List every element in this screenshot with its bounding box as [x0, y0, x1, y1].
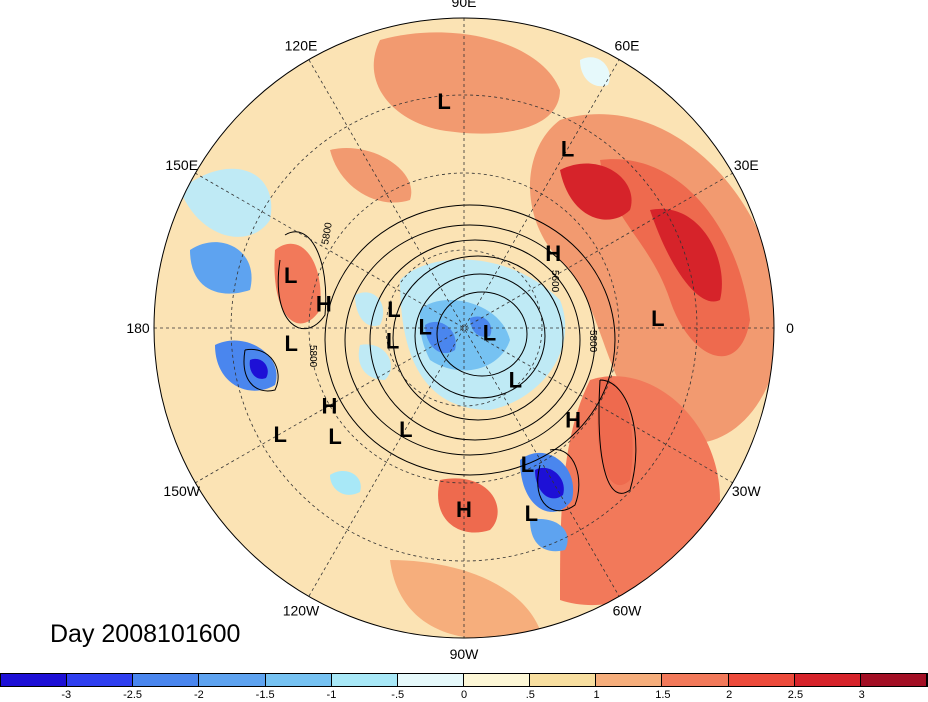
- colorbar-tick-label: 3: [858, 689, 865, 701]
- height-contours: [243, 204, 637, 512]
- longitude-label: 90E: [452, 0, 477, 10]
- map-border: [153, 17, 775, 639]
- low-pressure-marker: L: [284, 331, 297, 356]
- high-pressure-marker: H: [322, 394, 338, 419]
- colorbar-tick-label: 0: [460, 689, 468, 701]
- low-pressure-marker: L: [525, 501, 538, 526]
- contour-label: 5800: [587, 330, 598, 353]
- colorbar-tick-label: -1: [326, 689, 337, 701]
- colorbar-swatch: [1, 674, 68, 686]
- high-pressure-marker: H: [545, 241, 561, 266]
- anomaly-field: [154, 18, 774, 638]
- colorbar-swatch: [662, 674, 729, 686]
- colorbar-swatch: [530, 674, 597, 686]
- colorbar-tick-label: 1.5: [655, 689, 671, 701]
- colorbar-swatch: [596, 674, 663, 686]
- contour-label: 5800: [307, 345, 318, 368]
- low-pressure-marker: L: [273, 422, 286, 447]
- low-pressure-marker: L: [651, 306, 664, 331]
- low-pressure-marker: L: [387, 297, 400, 322]
- colorbar-tick-label: 2.5: [787, 689, 804, 701]
- contour-label: 5800: [320, 221, 335, 245]
- longitude-label: 120E: [285, 38, 318, 54]
- colorbar-tick-label: -1.5: [255, 689, 275, 701]
- longitude-label: 150W: [163, 483, 200, 499]
- colorbar-swatch: [794, 674, 861, 686]
- low-pressure-marker: L: [418, 315, 431, 340]
- colorbar-swatch: [265, 674, 332, 686]
- colorbar-tick-label: -2.5: [123, 689, 143, 701]
- colorbar-swatch: [860, 674, 927, 686]
- longitude-labels: 90E 60E 30E 0 30W 60W 90W 120W 150W 180 150E 120E: [126, 0, 794, 662]
- low-pressure-marker: L: [561, 137, 574, 162]
- high-pressure-marker: H: [316, 291, 332, 316]
- map-title: Day 2008101600: [50, 620, 241, 648]
- longitude-label: 30W: [732, 483, 762, 499]
- longitude-label: 60W: [613, 602, 643, 618]
- colorbar-swatch: [199, 674, 266, 686]
- colorbar-tick-label: -2: [193, 689, 204, 701]
- contour-labels: 5800 5800 5600 5800: [307, 221, 598, 367]
- colorbar-swatch: [728, 674, 795, 686]
- contour-label: 5600: [549, 270, 560, 293]
- longitude-label: 120W: [283, 602, 320, 618]
- colorbar-tick-label: -.5: [391, 689, 405, 701]
- polar-map: 90E 60E 30E 0 30W 60W 90W 120W 150W 180 150E 120E L…: [126, 0, 794, 662]
- low-pressure-marker: L: [386, 329, 399, 354]
- graticule: [154, 18, 774, 638]
- high-pressure-marker: H: [456, 497, 472, 522]
- longitude-label: 180: [126, 320, 150, 336]
- colorbar-swatch: [331, 674, 398, 686]
- longitude-label: 30E: [734, 157, 759, 173]
- colorbar-swatch: [463, 674, 531, 686]
- colorbar-swatch: [133, 674, 200, 686]
- colorbar-tick-label: .5: [525, 689, 535, 701]
- longitude-label: 90W: [450, 646, 480, 662]
- colorbar-tick-label: 2: [726, 689, 733, 701]
- colorbar-tick-label: 1: [593, 689, 600, 701]
- low-pressure-marker: L: [437, 89, 450, 114]
- colorbar-swatch: [397, 674, 464, 686]
- low-pressure-marker: L: [328, 424, 341, 449]
- longitude-label: 150E: [165, 157, 198, 173]
- low-pressure-marker: L: [521, 452, 534, 477]
- low-pressure-marker: L: [284, 263, 297, 288]
- colorbar-swatches: [0, 673, 928, 687]
- colorbar-swatch: [67, 674, 134, 686]
- longitude-label: 60E: [615, 38, 640, 54]
- colorbar-tick-label: -3: [61, 689, 72, 701]
- longitude-label: 0: [786, 320, 794, 336]
- colorbar: -3 -2.5 -2 -1.5 -1 -.5 0 .5 1 1.5 2 2.5 3: [0, 673, 928, 702]
- low-pressure-marker: L: [483, 321, 496, 346]
- low-pressure-marker: L: [399, 417, 412, 442]
- low-pressure-marker: L: [509, 367, 522, 392]
- high-pressure-marker: H: [565, 408, 581, 433]
